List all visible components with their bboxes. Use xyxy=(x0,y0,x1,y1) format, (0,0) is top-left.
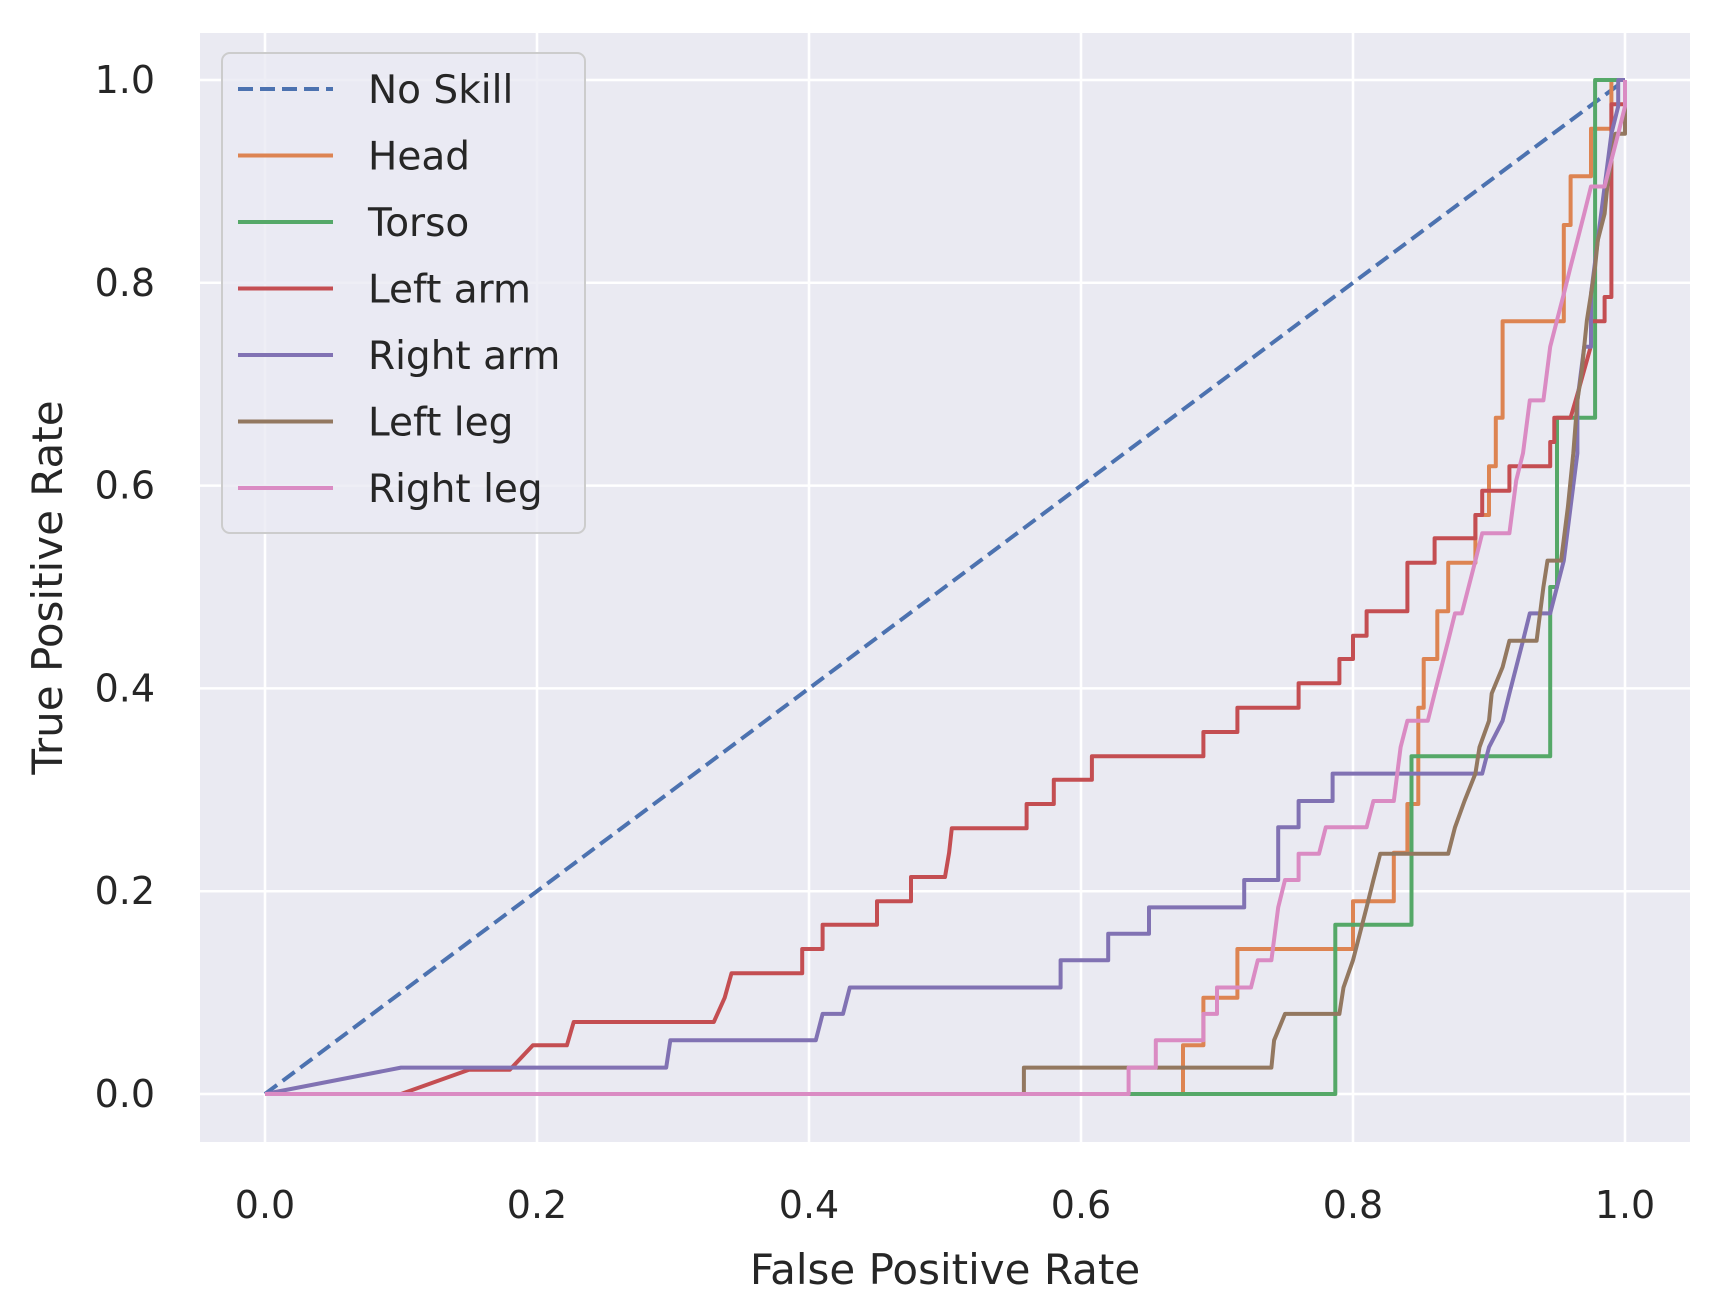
legend-label: No Skill xyxy=(368,68,513,113)
legend-item: Head xyxy=(238,135,470,180)
legend-label: Torso xyxy=(367,201,469,246)
series-line-right-leg xyxy=(265,80,1627,1096)
x-tick-label: 1.0 xyxy=(1595,1183,1655,1227)
legend-item: Right arm xyxy=(238,334,560,379)
y-tick-label: 0.0 xyxy=(95,1072,155,1116)
legend-label: Left arm xyxy=(368,268,531,313)
x-axis-label: False Positive Rate xyxy=(750,1245,1140,1294)
series-line-left-arm xyxy=(265,80,1627,1096)
x-tick-label: 0.4 xyxy=(779,1183,839,1227)
legend-label: Right arm xyxy=(368,334,560,379)
series-line-torso xyxy=(265,78,1625,1096)
tick-labels: 0.0 0.2 0.4 0.6 0.8 1.0 0.0 0.2 0.4 0.6 0.8 1.0 xyxy=(95,58,1656,1227)
y-tick-label: 0.8 xyxy=(95,261,155,305)
series-line-no-skill xyxy=(263,78,1627,1096)
y-tick-label: 0.2 xyxy=(95,869,155,913)
legend-label: Head xyxy=(368,135,470,180)
y-tick-label: 0.6 xyxy=(95,464,155,508)
y-tick-label: 0.4 xyxy=(95,666,155,710)
legend-item: Torso xyxy=(238,201,469,246)
legend-item: Right leg xyxy=(238,467,543,512)
y-axis-label: True Positive Rate xyxy=(23,400,72,775)
y-tick-label: 1.0 xyxy=(95,58,155,102)
series-line-right-arm xyxy=(264,78,1625,1096)
legend-item: Left leg xyxy=(238,401,513,446)
grid-lines xyxy=(200,33,1690,1142)
series-layer xyxy=(263,78,1627,1096)
legend: No Skill Head Torso Left arm Right arm Left l… xyxy=(221,52,586,534)
legend-item: No Skill xyxy=(238,68,513,113)
x-tick-label: 0.6 xyxy=(1051,1183,1111,1227)
legend-item: Left arm xyxy=(238,268,531,313)
x-tick-label: 0.8 xyxy=(1323,1183,1383,1227)
legend-label: Left leg xyxy=(368,401,513,446)
series-line-left-leg xyxy=(265,80,1627,1096)
series-line-head xyxy=(265,78,1625,1096)
legend-box xyxy=(221,52,586,534)
legend-label: Right leg xyxy=(368,467,543,512)
x-tick-label: 0.0 xyxy=(235,1183,295,1227)
x-tick-label: 0.2 xyxy=(507,1183,567,1227)
